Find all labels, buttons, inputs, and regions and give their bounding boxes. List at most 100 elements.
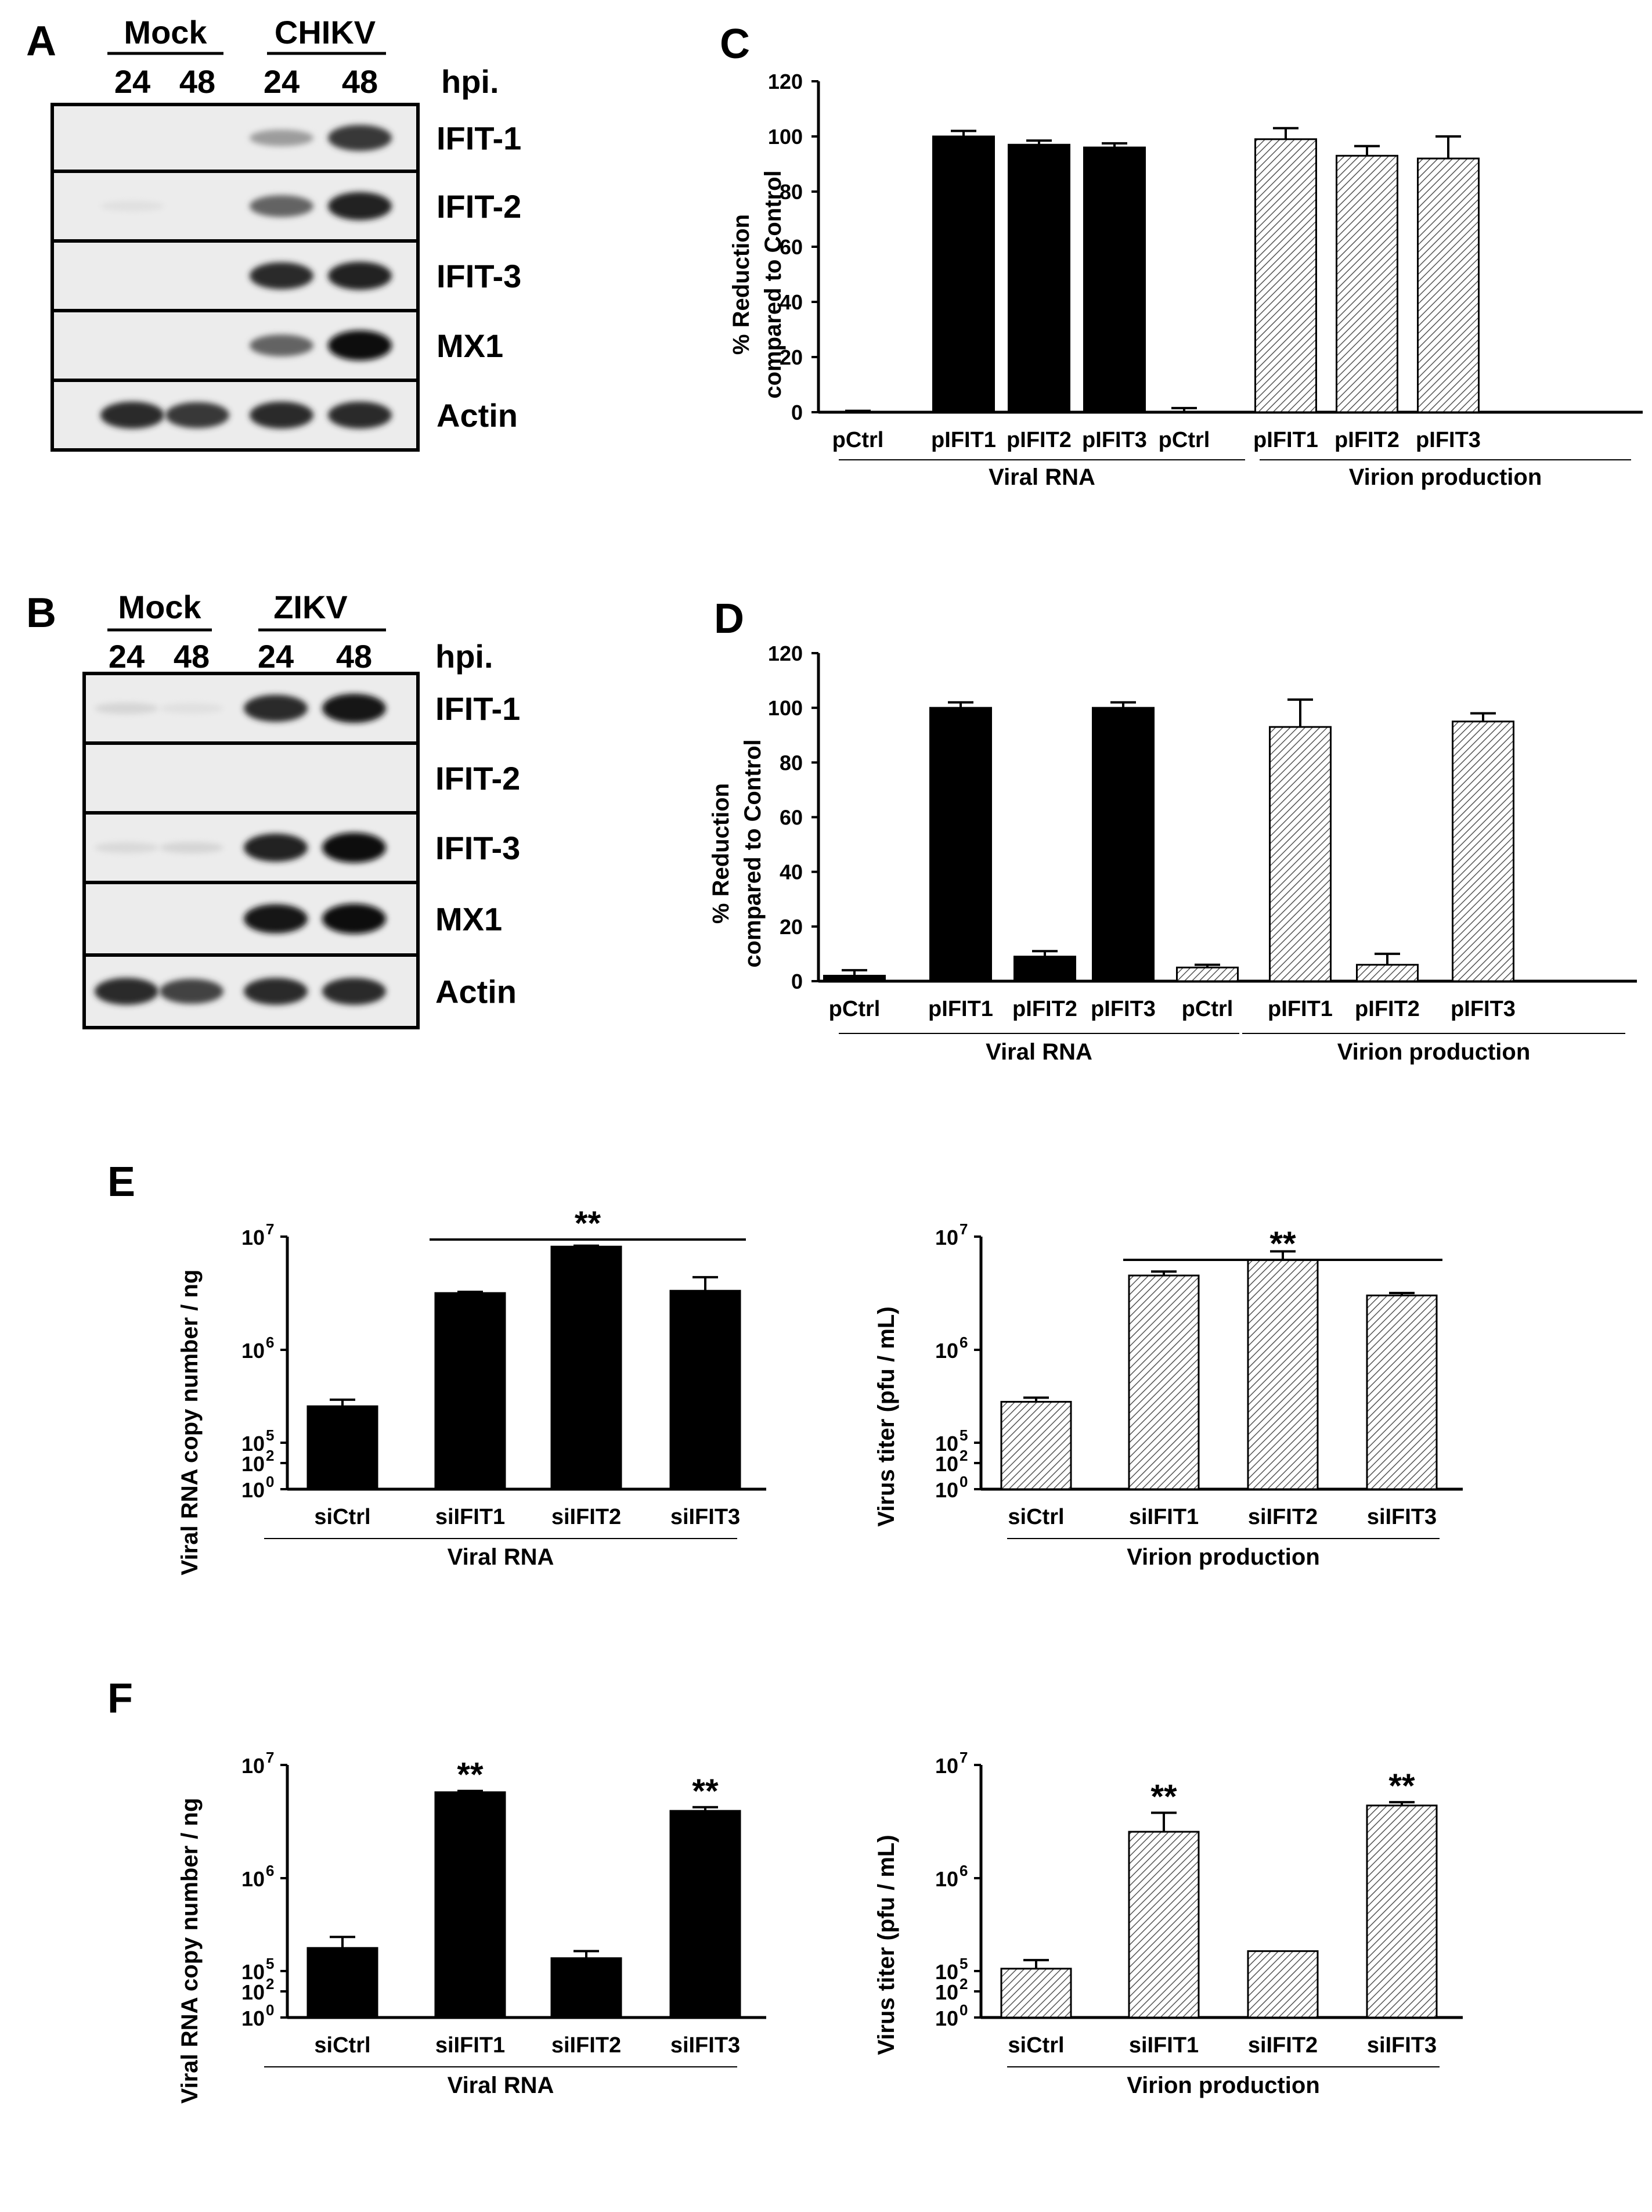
y-tick-exponent: 5 [266,1955,274,1972]
y-tick-label: 10 [241,2006,265,2030]
chart-panel-c: % Reduction compared to Control 0 20 40 60 8… [728,70,1643,490]
significance-label: ** [1269,1225,1296,1263]
blot-protein-label: MX1 [435,901,502,938]
y-tick-label: 40 [780,290,803,314]
group-label: Virion production [1127,1544,1320,1570]
y-tick-label: 40 [780,860,803,884]
western-blot-b: Mock ZIKV 24 48 24 48 hpi. IFIT-1 IFIT-2 I… [82,589,520,1029]
blot-band [100,201,164,211]
blot-band [244,904,308,934]
blot-protein-label: IFIT-3 [437,258,521,294]
group-label: Viral RNA [448,1544,554,1570]
y-tick-label: 10 [241,1478,265,1502]
chart-panel-d: % Reduction compared to Control 0 20 40 60 8… [708,642,1637,1065]
y-tick-label: 10 [935,2006,958,2030]
chart-d-ylabel-line2: compared to Control [740,739,766,967]
y-tick-label: 10 [241,1226,265,1249]
blot-band [160,703,223,714]
blot-band [328,125,392,151]
y-tick-exponent: 0 [960,2001,968,2019]
x-tick-label: siIFIT3 [670,1505,740,1529]
group-label: Virion production [1349,464,1542,490]
significance-label: ** [1150,1778,1177,1815]
x-tick-label: siCtrl [1008,2033,1064,2058]
group-label: Virion production [1337,1039,1531,1065]
bar [1336,154,1398,413]
x-tick-label: siCtrl [1008,1505,1064,1529]
blot-band [165,402,229,428]
blot-b-time: 48 [336,638,372,675]
x-tick-label: pIFIT2 [1355,997,1420,1021]
blot-band [250,401,313,429]
y-tick-exponent: 7 [266,1749,274,1766]
blot-band [328,261,392,290]
y-tick-label: 10 [241,1432,265,1456]
y-tick-exponent: 2 [266,1975,274,1993]
blot-a-time: 48 [342,63,378,100]
blot-a-time: 24 [264,63,300,100]
chart-c-ylabel-line2: compared to Control [760,170,786,398]
blot-b-group-mock: Mock [118,589,201,625]
blot-band [328,401,392,429]
blot-strip [82,741,420,815]
significance-label: ** [1388,1767,1415,1805]
x-tick-label: siIFIT3 [1367,2033,1437,2058]
bar [1254,138,1317,413]
chart-f-rna-ylabel: Viral RNA copy number / ng [177,1798,203,2104]
y-tick-label: 10 [241,1867,265,1891]
y-tick-exponent: 0 [960,1473,968,1490]
blot-band [322,978,386,1005]
y-tick-label: 100 [768,696,803,720]
bar [1128,1274,1200,1490]
y-tick-exponent: 7 [266,1220,274,1238]
blot-band [244,694,308,722]
blot-a-group-mock: Mock [124,14,207,51]
bar [550,1957,622,2019]
y-tick-label: 10 [935,1339,958,1363]
y-tick-label: 0 [791,970,803,993]
blot-protein-label: IFIT-2 [435,760,520,797]
y-tick-exponent: 5 [960,1955,968,1972]
x-tick-label: pIFIT1 [1253,428,1318,452]
y-tick-exponent: 5 [266,1426,274,1444]
blot-band [250,334,313,356]
x-tick-label: siIFIT1 [435,2033,505,2058]
y-tick-label: 10 [935,1478,958,1502]
bar [1008,143,1070,413]
chart-c-ylabel-line1: % Reduction [728,214,754,355]
y-tick-exponent: 2 [960,1447,968,1464]
y-tick-label: 80 [780,180,803,204]
y-tick-exponent: 5 [960,1426,968,1444]
panel-letter-e: E [107,1159,135,1205]
y-tick-label: 10 [935,1867,958,1891]
chart-panel-f-rna: Viral RNA copy number / ng 10 010 210 510 61… [177,1749,766,2103]
blot-band [322,833,386,863]
y-tick-label: 10 [935,1226,958,1249]
blot-protein-label: IFIT-3 [435,830,520,866]
y-tick-label: 10 [241,1754,265,1778]
blot-b-time: 24 [109,638,145,675]
x-tick-label: pCtrl [832,428,884,452]
blot-protein-label: IFIT-1 [437,120,521,157]
panel-letter-a: A [26,18,56,64]
y-tick-label: 10 [935,1960,958,1984]
western-blot-a: Mock CHIKV 24 48 24 48 hpi. IFIT-1 IFIT-2… [51,14,521,452]
blot-band [160,979,223,1004]
blot-band [244,833,308,862]
x-tick-label: pCtrl [829,997,881,1021]
y-tick-label: 10 [935,1754,958,1778]
y-tick-label: 100 [768,125,803,149]
group-label: Viral RNA [986,1039,1092,1065]
y-tick-label: 60 [780,235,803,259]
y-tick-label: 120 [768,642,803,665]
x-tick-label: pIFIT3 [1091,997,1156,1021]
significance-label: ** [575,1205,601,1242]
bar [1417,157,1480,413]
panel-letter-c: C [720,21,750,67]
blot-band [95,702,158,714]
chart-e-titer-ylabel: Virus titer (pfu / mL) [874,1306,899,1526]
y-tick-exponent: 2 [266,1447,274,1464]
blot-protein-label: Actin [435,974,517,1010]
x-tick-label: pIFIT1 [1268,997,1333,1021]
bar [306,1947,378,2019]
